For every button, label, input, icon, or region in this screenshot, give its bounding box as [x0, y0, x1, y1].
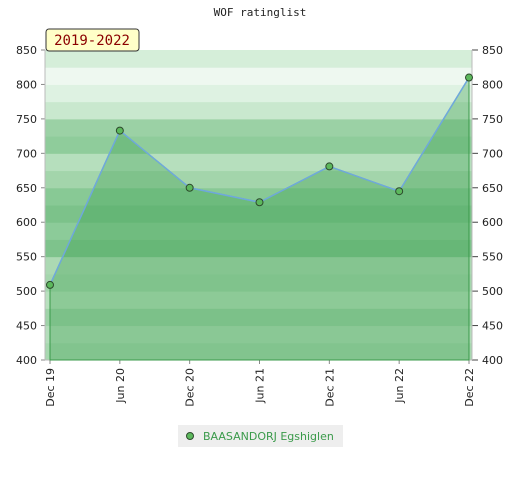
y-tick-label: 650 — [16, 182, 37, 195]
marker — [255, 198, 264, 207]
band — [45, 101, 472, 120]
y2-tick-label: 750 — [482, 113, 503, 126]
marker — [325, 162, 334, 171]
x-tick-label: Jun 22 — [393, 368, 406, 404]
band — [45, 291, 472, 309]
band — [45, 256, 472, 275]
band — [45, 273, 472, 292]
band — [45, 205, 472, 223]
band — [45, 325, 472, 344]
y2-tick-label: 700 — [482, 147, 503, 160]
y-tick-label: 600 — [16, 216, 37, 229]
x-tick-label: Jun 21 — [254, 368, 267, 404]
y-tick-label: 750 — [16, 113, 37, 126]
marker — [465, 73, 473, 82]
y2-tick-label: 500 — [482, 285, 503, 298]
band — [45, 153, 472, 172]
band — [45, 170, 472, 189]
band — [45, 239, 472, 258]
band — [45, 67, 472, 85]
y2-tick-label: 400 — [482, 354, 503, 367]
marker — [115, 126, 124, 135]
marker — [46, 280, 54, 289]
y-tick-label: 800 — [16, 78, 37, 91]
band — [45, 136, 472, 154]
band — [45, 308, 472, 327]
chart-title: WOF ratinglist — [214, 6, 307, 19]
y2-tick-label: 600 — [482, 216, 503, 229]
legend-marker — [186, 432, 194, 440]
badge-box — [45, 28, 140, 52]
band — [45, 50, 472, 68]
y2-tick-label: 800 — [482, 78, 503, 91]
y-tick-label: 500 — [16, 285, 37, 298]
band — [45, 342, 472, 361]
band — [45, 84, 472, 103]
y-tick-label: 850 — [16, 44, 37, 57]
y-tick-label: 550 — [16, 251, 37, 264]
band — [45, 118, 472, 137]
marker — [185, 183, 194, 192]
legend-box — [178, 425, 343, 447]
x-tick-label: Dec 21 — [323, 368, 336, 407]
y2-tick-label: 650 — [482, 182, 503, 195]
x-tick-label: Jun 20 — [114, 368, 127, 404]
band — [45, 222, 472, 240]
y2-tick-label: 450 — [482, 320, 503, 333]
y-tick-label: 450 — [16, 320, 37, 333]
x-tick-label: Dec 19 — [44, 368, 57, 407]
x-tick-label: Dec 20 — [184, 368, 197, 407]
y2-tick-label: 550 — [482, 251, 503, 264]
badge: 2019-2022 — [54, 33, 130, 49]
x-tick-label: Dec 22 — [463, 368, 476, 407]
marker — [395, 187, 404, 196]
y2-tick-label: 850 — [482, 44, 503, 57]
legend-label: BAASANDORJ Egshiglen — [203, 430, 334, 443]
y-tick-label: 400 — [16, 354, 37, 367]
band — [45, 187, 472, 206]
y-tick-label: 700 — [16, 147, 37, 160]
